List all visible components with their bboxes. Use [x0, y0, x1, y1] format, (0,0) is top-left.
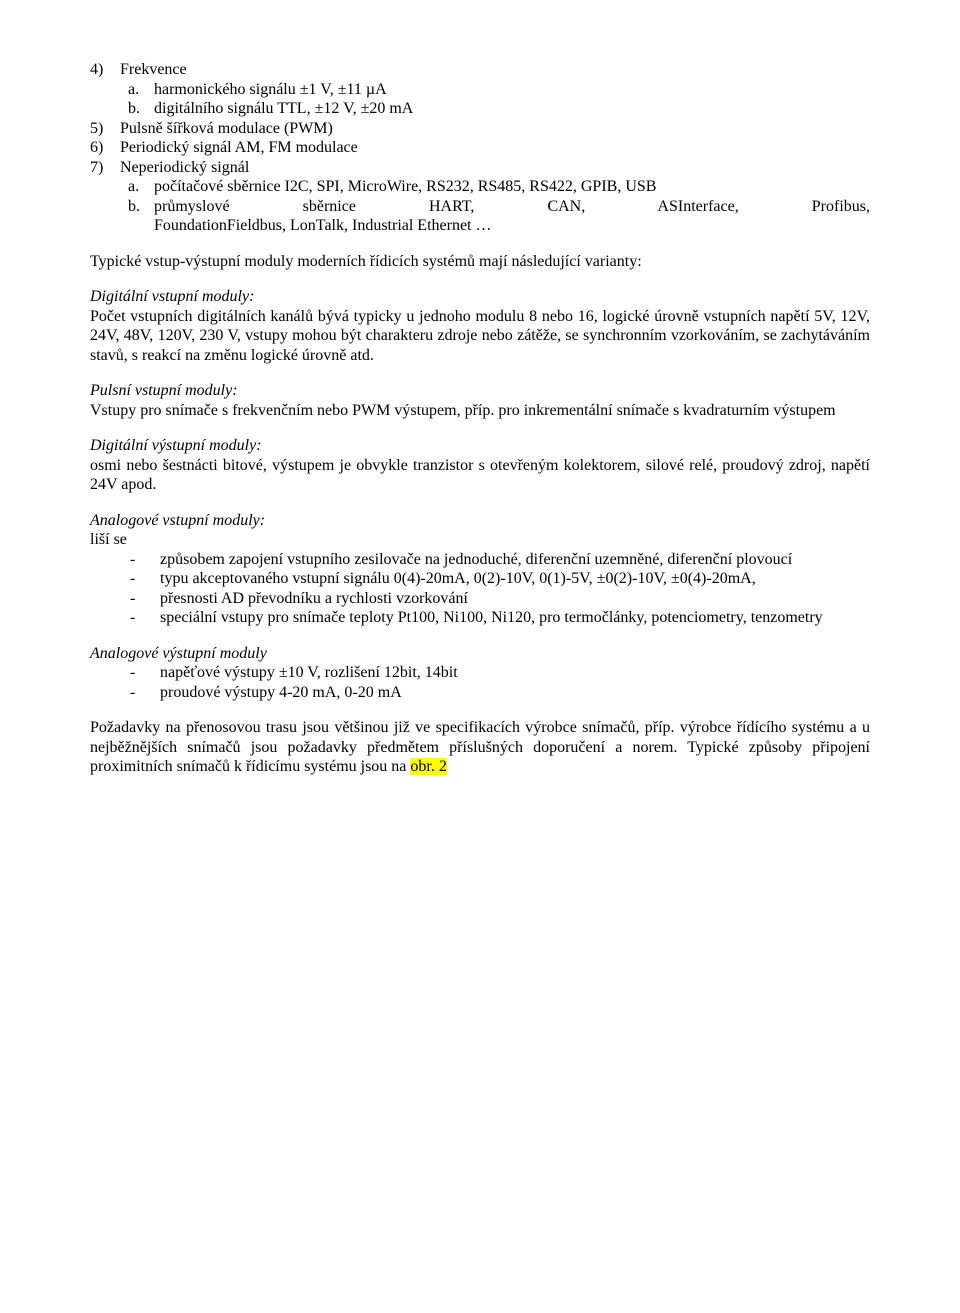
dash-icon: - — [130, 589, 160, 609]
dash-item: - přesnosti AD převodníku a rychlosti vz… — [130, 589, 870, 609]
section-digital-input: Digitální vstupní moduly: Počet vstupníc… — [90, 287, 870, 365]
list-text: Frekvence — [120, 60, 187, 80]
dash-item: - proudové výstupy 4-20 mA, 0-20 mA — [130, 683, 870, 703]
sub-label: b. — [128, 197, 154, 236]
dash-icon: - — [130, 608, 160, 628]
dash-text: proudové výstupy 4-20 mA, 0-20 mA — [160, 683, 870, 703]
section-pulse-input: Pulsní vstupní moduly: Vstupy pro snímač… — [90, 381, 870, 420]
sub-label: b. — [128, 99, 154, 119]
section-body: Počet vstupních digitálních kanálů bývá … — [90, 307, 870, 366]
paragraph-final: Požadavky na přenosovou trasu jsou větši… — [90, 718, 870, 777]
dash-text: přesnosti AD převodníku a rychlosti vzor… — [160, 589, 870, 609]
list-item-4a: a. harmonického signálu ±1 V, ±11 µA — [128, 80, 870, 100]
list-number: 6) — [90, 138, 120, 158]
section-title: Analogové vstupní moduly: — [90, 511, 870, 531]
list-text: Neperiodický signál — [120, 158, 249, 178]
dash-list: - napěťové výstupy ±10 V, rozlišení 12bi… — [90, 663, 870, 702]
section-title: Digitální vstupní moduly: — [90, 287, 870, 307]
list-item-4: 4) Frekvence — [90, 60, 870, 80]
section-body: Vstupy pro snímače s frekvenčním nebo PW… — [90, 401, 870, 421]
list-item-4b: b. digitálního signálu TTL, ±12 V, ±20 m… — [128, 99, 870, 119]
sublist-4: a. harmonického signálu ±1 V, ±11 µA b. … — [90, 80, 870, 119]
numbered-list: 4) Frekvence a. harmonického signálu ±1 … — [90, 60, 870, 236]
list-item-7: 7) Neperiodický signál — [90, 158, 870, 178]
section-title: Pulsní vstupní moduly: — [90, 381, 870, 401]
sub-text-block: průmyslové sběrnice HART, CAN, ASInterfa… — [154, 197, 870, 236]
sub-text: počítačové sběrnice I2C, SPI, MicroWire,… — [154, 177, 870, 197]
dash-icon: - — [130, 550, 160, 570]
section-digital-output: Digitální výstupní moduly: osmi nebo šes… — [90, 436, 870, 495]
dash-item: - speciální vstupy pro snímače teploty P… — [130, 608, 870, 628]
list-text: Pulsně šířková modulace (PWM) — [120, 119, 333, 139]
dash-icon: - — [130, 569, 160, 589]
sub-text: digitálního signálu TTL, ±12 V, ±20 mA — [154, 99, 413, 119]
dash-text: typu akceptovaného vstupní signálu 0(4)-… — [160, 569, 870, 589]
list-number: 7) — [90, 158, 120, 178]
list-item-7b: b. průmyslové sběrnice HART, CAN, ASInte… — [128, 197, 870, 236]
dash-icon: - — [130, 663, 160, 683]
dash-text: speciální vstupy pro snímače teploty Pt1… — [160, 608, 870, 628]
sub-text-line2: FoundationFieldbus, LonTalk, Industrial … — [154, 216, 870, 236]
sub-text: harmonického signálu ±1 V, ±11 µA — [154, 80, 387, 100]
dash-text: napěťové výstupy ±10 V, rozlišení 12bit,… — [160, 663, 870, 683]
section-title: Analogové výstupní moduly — [90, 644, 870, 664]
sub-label: a. — [128, 177, 154, 197]
sublist-7: a. počítačové sběrnice I2C, SPI, MicroWi… — [90, 177, 870, 236]
section-body: osmi nebo šestnácti bitové, výstupem je … — [90, 456, 870, 495]
dash-icon: - — [130, 683, 160, 703]
paragraph-final-text: Požadavky na přenosovou trasu jsou větši… — [90, 719, 870, 775]
list-text: Periodický signál AM, FM modulace — [120, 138, 358, 158]
list-item-6: 6) Periodický signál AM, FM modulace — [90, 138, 870, 158]
list-item-5: 5) Pulsně šířková modulace (PWM) — [90, 119, 870, 139]
dash-item: - způsobem zapojení vstupního zesilovače… — [130, 550, 870, 570]
list-number: 4) — [90, 60, 120, 80]
dash-list: - způsobem zapojení vstupního zesilovače… — [90, 550, 870, 628]
highlight-obr2: obr. 2 — [410, 758, 446, 775]
sub-label: a. — [128, 80, 154, 100]
paragraph-intro: Typické vstup-výstupní moduly moderních … — [90, 252, 870, 272]
section-analog-input: Analogové vstupní moduly: liší se - způs… — [90, 511, 870, 628]
dash-text: způsobem zapojení vstupního zesilovače n… — [160, 550, 870, 570]
list-item-7a: a. počítačové sběrnice I2C, SPI, MicroWi… — [128, 177, 870, 197]
dash-item: - typu akceptovaného vstupní signálu 0(4… — [130, 569, 870, 589]
section-lead: liší se — [90, 530, 870, 550]
dash-item: - napěťové výstupy ±10 V, rozlišení 12bi… — [130, 663, 870, 683]
sub-text-line1: průmyslové sběrnice HART, CAN, ASInterfa… — [154, 197, 870, 217]
section-title: Digitální výstupní moduly: — [90, 436, 870, 456]
list-number: 5) — [90, 119, 120, 139]
section-analog-output: Analogové výstupní moduly - napěťové výs… — [90, 644, 870, 703]
